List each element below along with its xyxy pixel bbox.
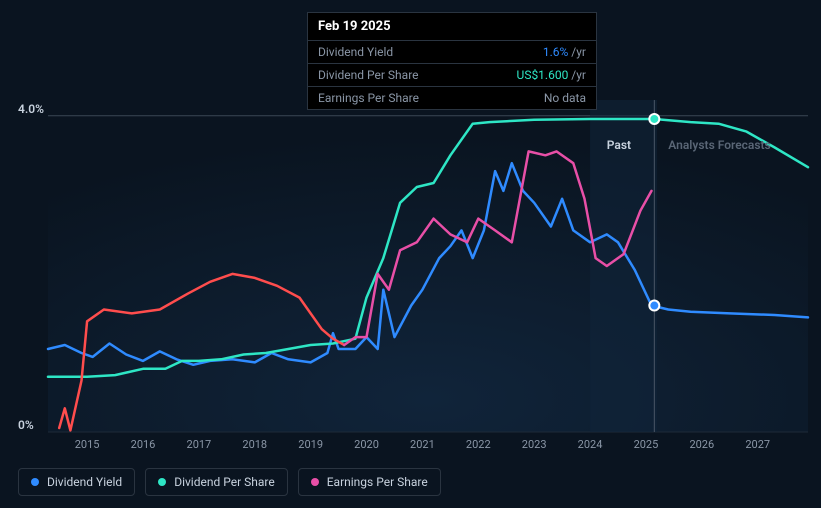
legend-item-earnings_per_share[interactable]: Earnings Per Share	[298, 468, 441, 496]
x-axis-label: 2018	[242, 438, 267, 451]
tooltip-row: Dividend Per Share US$1.600 /yr	[308, 63, 596, 86]
tooltip-date: Feb 19 2025	[308, 13, 596, 40]
forecast-label: Analysts Forecasts	[668, 138, 770, 152]
tooltip-metric-label: Dividend Per Share	[318, 68, 419, 82]
x-axis-label: 2024	[578, 438, 603, 451]
y-axis-label: 4.0%	[18, 102, 44, 116]
dividend-chart: { "chart": { "type": "line", "width": 82…	[0, 0, 821, 508]
tooltip-metric-value: US$1.600 /yr	[517, 68, 586, 82]
x-axis-label: 2015	[75, 438, 100, 451]
tooltip-row: Dividend Yield 1.6% /yr	[308, 40, 596, 63]
tooltip-metric-label: Earnings Per Share	[318, 91, 419, 105]
past-label: Past	[607, 138, 631, 152]
legend-item-dividend_yield[interactable]: Dividend Yield	[18, 468, 135, 496]
tooltip-metric-label: Dividend Yield	[318, 45, 393, 59]
legend-item-dividend_per_share[interactable]: Dividend Per Share	[145, 468, 288, 496]
x-axis-label: 2025	[634, 438, 659, 451]
x-axis-label: 2020	[354, 438, 379, 451]
x-axis-label: 2027	[745, 438, 770, 451]
y-axis-label: 0%	[18, 418, 34, 432]
chart-tooltip: Feb 19 2025 Dividend Yield1.6% /yrDivide…	[307, 12, 597, 110]
x-axis-label: 2023	[522, 438, 547, 451]
legend-dot-icon	[31, 478, 39, 486]
legend-label: Dividend Per Share	[174, 475, 275, 489]
tooltip-metric-value: No data	[544, 91, 586, 105]
x-axis-label: 2022	[466, 438, 491, 451]
x-axis-label: 2026	[689, 438, 714, 451]
chart-legend: Dividend Yield Dividend Per Share Earnings…	[18, 468, 441, 496]
x-axis-label: 2017	[187, 438, 212, 451]
tooltip-row: Earnings Per Share No data	[308, 86, 596, 109]
x-axis-label: 2021	[410, 438, 435, 451]
legend-dot-icon	[158, 478, 166, 486]
legend-label: Earnings Per Share	[327, 475, 428, 489]
x-axis-label: 2016	[131, 438, 156, 451]
x-axis-label: 2019	[298, 438, 323, 451]
tooltip-metric-value: 1.6% /yr	[543, 45, 586, 59]
legend-label: Dividend Yield	[47, 475, 122, 489]
legend-dot-icon	[311, 478, 319, 486]
